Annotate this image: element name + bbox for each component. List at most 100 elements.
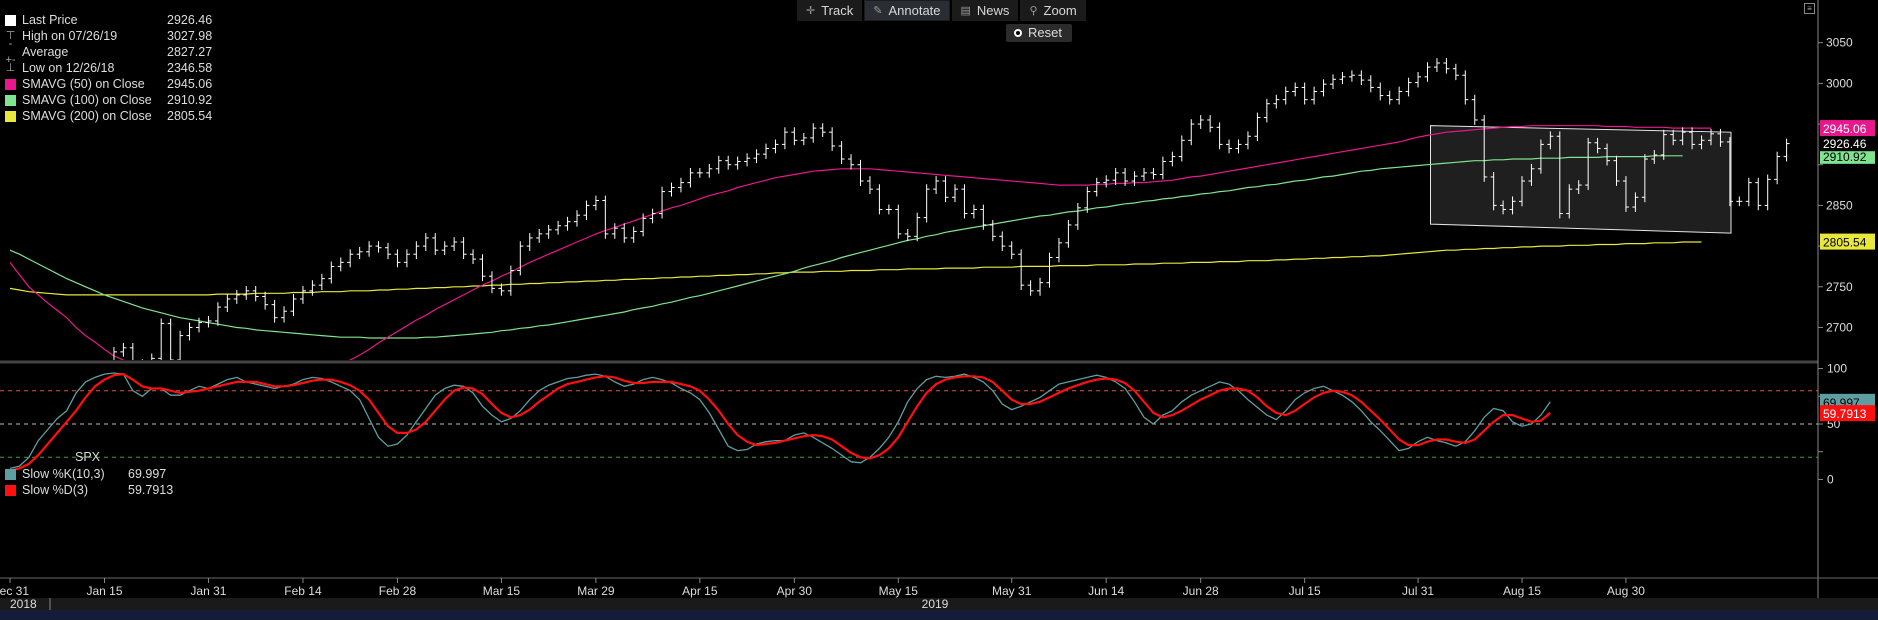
y-tick-label: 2850	[1826, 198, 1853, 212]
legend-average[interactable]: -+- Average 2827.27	[5, 38, 213, 66]
price-bar	[1074, 202, 1081, 230]
price-bar	[781, 127, 788, 150]
price-bar	[460, 237, 467, 260]
price-bar	[1178, 135, 1185, 162]
price-bar	[1622, 176, 1629, 212]
legend-sma100[interactable]: SMAVG (100) on Close 2910.92	[5, 92, 239, 108]
price-bar	[1131, 171, 1138, 186]
price-bar	[299, 285, 306, 304]
average-marker-icon: -+-	[5, 38, 16, 66]
price-bar	[1377, 82, 1384, 101]
price-bar	[904, 229, 911, 242]
price-bar	[659, 186, 666, 219]
price-bar	[1235, 139, 1242, 154]
y-tick-label: 3000	[1826, 76, 1853, 90]
price-bar	[1689, 127, 1696, 150]
legend-slow-k[interactable]: Slow %K(10,3) 69.997	[5, 466, 173, 482]
legend-sma200[interactable]: SMAVG (200) on Close 2805.54	[5, 108, 239, 124]
price-bar	[1320, 79, 1327, 97]
x-tick-label: Jul 31	[1402, 584, 1434, 598]
price-bar	[113, 346, 117, 360]
price-bar	[1424, 62, 1431, 82]
slow-d-tag-bg	[1820, 405, 1875, 422]
price-bar	[1046, 252, 1053, 288]
x-tick-label: Apr 15	[682, 584, 718, 598]
price-bar	[1084, 186, 1091, 213]
year-label: 2019	[922, 597, 949, 611]
zoom-button[interactable]: ⚲ Zoom	[1020, 0, 1086, 21]
price-bar	[1500, 200, 1507, 215]
legend-high[interactable]: ⊤ High on 07/26/19 3027.98	[5, 29, 213, 43]
legend-last-price[interactable]: Last Price 2926.46	[5, 12, 239, 28]
price-bar	[819, 123, 826, 138]
price-bar	[1244, 131, 1251, 150]
price-bar	[318, 273, 325, 291]
price-bar	[451, 237, 458, 251]
price-bar	[1207, 115, 1214, 133]
price-bar	[838, 141, 845, 164]
price-bar	[630, 226, 637, 243]
price-bar	[923, 184, 930, 223]
legend-slow-d[interactable]: Slow %D(3) 59.7913	[5, 482, 173, 498]
last-price-tag: 2926.46	[1820, 135, 1875, 152]
price-bar	[1367, 75, 1374, 93]
price-bar	[866, 176, 873, 195]
price-bar	[1670, 129, 1677, 146]
price-bar	[167, 318, 174, 360]
x-tick-label: May 15	[879, 584, 919, 598]
price-bar	[120, 342, 127, 357]
price-bar	[649, 208, 656, 224]
price-bar	[347, 249, 354, 268]
legend-low[interactable]: ⊥ Low on 12/26/18 2346.58	[5, 61, 213, 75]
x-tick-label: Feb 28	[379, 584, 417, 598]
price-bar	[1273, 94, 1280, 109]
annotate-button[interactable]: ✎ Annotate	[864, 0, 950, 21]
price-bar	[999, 231, 1006, 251]
price-bar	[848, 154, 855, 170]
price-bar	[1339, 71, 1346, 85]
news-button[interactable]: ▤ News	[951, 0, 1019, 21]
price-bar	[1471, 94, 1478, 125]
price-bar	[592, 195, 599, 211]
price-bar	[526, 233, 533, 251]
price-bar	[1764, 174, 1771, 211]
x-tick-label: Jul 15	[1289, 584, 1321, 598]
reset-button[interactable]: Reset	[1006, 24, 1072, 42]
crosshair-icon: ✛	[806, 4, 816, 17]
price-bar	[611, 223, 618, 239]
price-bar	[1065, 220, 1072, 248]
panel-menu-icon[interactable]: ≡	[1804, 3, 1815, 14]
price-bar	[744, 153, 751, 167]
x-tick-label: Mar 15	[483, 584, 521, 598]
price-bar	[1462, 70, 1469, 105]
price-bar	[536, 229, 543, 243]
price-bar	[375, 241, 382, 253]
slow-k-line	[9, 372, 1551, 470]
price-bar	[1613, 155, 1620, 186]
magnifier-icon: ⚲	[1029, 4, 1038, 17]
price-bar	[1150, 167, 1157, 180]
price-bar	[1566, 184, 1573, 219]
y-tick-label: 0	[1827, 472, 1834, 486]
x-tick-label: Jun 14	[1088, 584, 1124, 598]
sma100-line	[9, 155, 1683, 339]
stoch-legend: Slow %K(10,3) 69.997 Slow %D(3) 59.7913	[5, 448, 173, 498]
price-bar	[1405, 77, 1412, 97]
sma200-tag-bg	[1820, 233, 1875, 250]
x-tick-label: Aug 15	[1503, 584, 1541, 598]
price-bar	[1027, 280, 1034, 296]
price-bar	[432, 233, 439, 256]
year-label: 2018	[10, 597, 37, 611]
price-bar	[1292, 82, 1299, 97]
bottom-bar	[0, 610, 1878, 620]
price-bar	[876, 184, 883, 215]
track-button[interactable]: ✛ Track	[797, 0, 863, 21]
x-tick-label: Dec 31	[0, 584, 29, 598]
legend-sma50[interactable]: SMAVG (50) on Close 2945.06	[5, 76, 239, 92]
price-bar	[545, 224, 552, 239]
price-bar	[1528, 163, 1535, 186]
price-bar	[763, 143, 769, 160]
x-tick-label: Feb 14	[284, 584, 322, 598]
price-bar	[1008, 241, 1015, 260]
